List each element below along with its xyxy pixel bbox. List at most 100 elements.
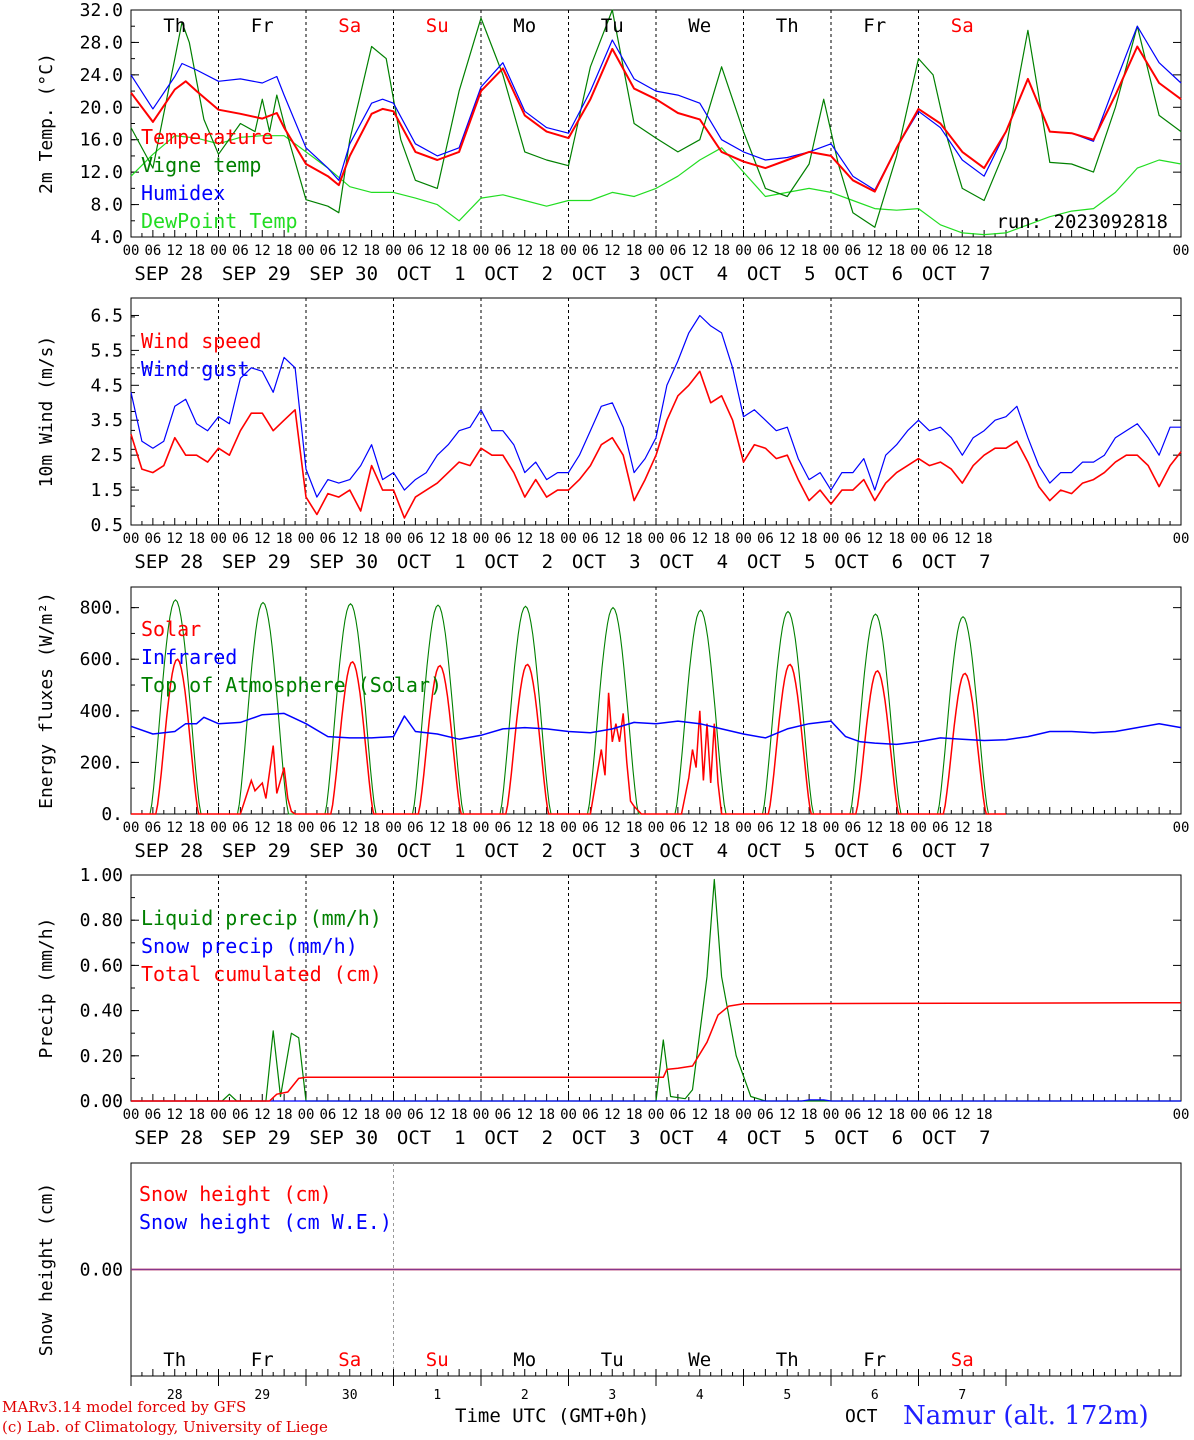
y-tick-label: 0.5 <box>90 515 123 536</box>
hour-tick-label: 18 <box>538 1107 555 1123</box>
hour-tick-label: 00 <box>473 531 490 547</box>
series-line <box>130 9 1182 228</box>
y-tick-label: 0.40 <box>80 1001 123 1022</box>
credit-line-1: MARv3.14 model forced by GFS <box>2 1398 247 1416</box>
y-tick-label: 0. <box>101 804 123 825</box>
hour-tick-label: 12 <box>779 820 796 836</box>
hour-tick-label: 12 <box>604 243 621 259</box>
hour-tick-label: 18 <box>538 820 555 836</box>
hour-tick-label: 00 <box>910 820 927 836</box>
hour-tick-label: 12 <box>166 1107 183 1123</box>
solar-curve <box>306 660 394 815</box>
solar-curve <box>918 672 1006 815</box>
hour-tick-label: 00 <box>1173 531 1190 547</box>
date-label: SEP 28 <box>134 840 203 862</box>
date-label: OCT 3 <box>572 551 641 573</box>
hour-tick-label: 12 <box>429 531 446 547</box>
series-line <box>130 370 1182 519</box>
hour-tick-label: 12 <box>779 531 796 547</box>
hour-tick-label: 06 <box>232 1107 249 1123</box>
date-label: OCT 5 <box>747 263 816 285</box>
hour-tick-label: 12 <box>429 820 446 836</box>
hour-tick-label: 18 <box>976 243 993 259</box>
series-line <box>130 45 1182 193</box>
legend-entry: Vigne temp <box>141 153 261 177</box>
hour-tick-label: 00 <box>560 820 577 836</box>
legend-entry: Snow height (cm W.E.) <box>139 1210 392 1234</box>
date-label: OCT 4 <box>659 263 728 285</box>
hour-tick-label: 06 <box>844 1107 861 1123</box>
weekday-label: Sa <box>951 1349 974 1371</box>
hour-tick-label: 06 <box>232 531 249 547</box>
legend-entry: Temperature <box>141 125 273 149</box>
hour-tick-label: 06 <box>144 243 161 259</box>
hour-tick-label: 06 <box>582 820 599 836</box>
hour-tick-label: 00 <box>385 531 402 547</box>
hour-tick-label: 06 <box>582 1107 599 1123</box>
hour-tick-label: 00 <box>735 243 752 259</box>
legend-entry: Liquid precip (mm/h) <box>141 906 382 930</box>
date-label: OCT 3 <box>572 840 641 862</box>
hour-tick-label: 06 <box>932 820 949 836</box>
hour-tick-label: 18 <box>451 820 468 836</box>
hour-tick-label: 06 <box>319 243 336 259</box>
hour-tick-label: 06 <box>932 243 949 259</box>
hour-tick-label: 18 <box>888 243 905 259</box>
weekday-label: Fr <box>863 15 886 37</box>
y-tick-label: 2.5 <box>90 445 123 466</box>
date-label: SEP 30 <box>309 263 378 285</box>
date-label: OCT 7 <box>922 263 991 285</box>
hour-tick-label: 00 <box>123 820 140 836</box>
hour-tick-label: 00 <box>823 243 840 259</box>
day-number-label: 2 <box>521 1388 529 1403</box>
y-tick-label: 3.5 <box>90 410 123 431</box>
hour-tick-label: 00 <box>473 820 490 836</box>
hour-tick-label: 12 <box>779 243 796 259</box>
solar-curve <box>218 745 306 815</box>
hour-tick-label: 12 <box>691 243 708 259</box>
y-tick-label: 600. <box>80 649 123 670</box>
date-label: SEP 28 <box>134 263 203 285</box>
y-tick-label: 800. <box>80 598 123 619</box>
hour-tick-label: 00 <box>910 243 927 259</box>
hour-tick-label: 12 <box>866 820 883 836</box>
hour-tick-label: 00 <box>735 1107 752 1123</box>
hour-tick-label: 06 <box>669 1107 686 1123</box>
hour-tick-label: 12 <box>604 1107 621 1123</box>
hour-tick-label: 18 <box>976 820 993 836</box>
hour-tick-label: 12 <box>254 1107 271 1123</box>
hour-tick-label: 00 <box>385 1107 402 1123</box>
weekday-label: Tu <box>601 1349 624 1371</box>
y-tick-label: 24.0 <box>80 65 123 86</box>
y-tick-label: 1.00 <box>80 865 123 886</box>
hour-tick-label: 00 <box>560 1107 577 1123</box>
solar-curve <box>131 658 219 815</box>
hour-tick-label: 12 <box>166 820 183 836</box>
hour-tick-label: 18 <box>801 1107 818 1123</box>
legend-entry: Snow precip (mm/h) <box>141 934 358 958</box>
weekday-label: Th <box>776 1349 799 1371</box>
hour-tick-label: 06 <box>757 1107 774 1123</box>
date-label: OCT 7 <box>922 551 991 573</box>
weekday-label: We <box>688 1349 711 1371</box>
legend-entry: Solar <box>141 617 201 641</box>
y-axis-label: Snow height (cm) <box>36 1183 57 1356</box>
hour-tick-label: 18 <box>276 1107 293 1123</box>
hour-tick-label: 00 <box>385 243 402 259</box>
month-label: OCT <box>845 1406 878 1427</box>
hour-tick-label: 00 <box>823 820 840 836</box>
date-label: SEP 30 <box>309 1127 378 1149</box>
solar-curve <box>743 663 831 815</box>
hour-tick-label: 18 <box>188 820 205 836</box>
location-label: Namur (alt. 172m) <box>903 1401 1149 1431</box>
hour-tick-label: 06 <box>932 531 949 547</box>
hour-tick-label: 06 <box>407 820 424 836</box>
date-label: OCT 1 <box>397 551 466 573</box>
hour-tick-label: 12 <box>954 1107 971 1123</box>
hour-tick-label: 00 <box>560 531 577 547</box>
toa-solar-curve <box>393 604 481 815</box>
hour-tick-label: 00 <box>735 531 752 547</box>
hour-tick-label: 12 <box>516 243 533 259</box>
hour-tick-label: 00 <box>298 820 315 836</box>
date-label: OCT 7 <box>922 1127 991 1149</box>
